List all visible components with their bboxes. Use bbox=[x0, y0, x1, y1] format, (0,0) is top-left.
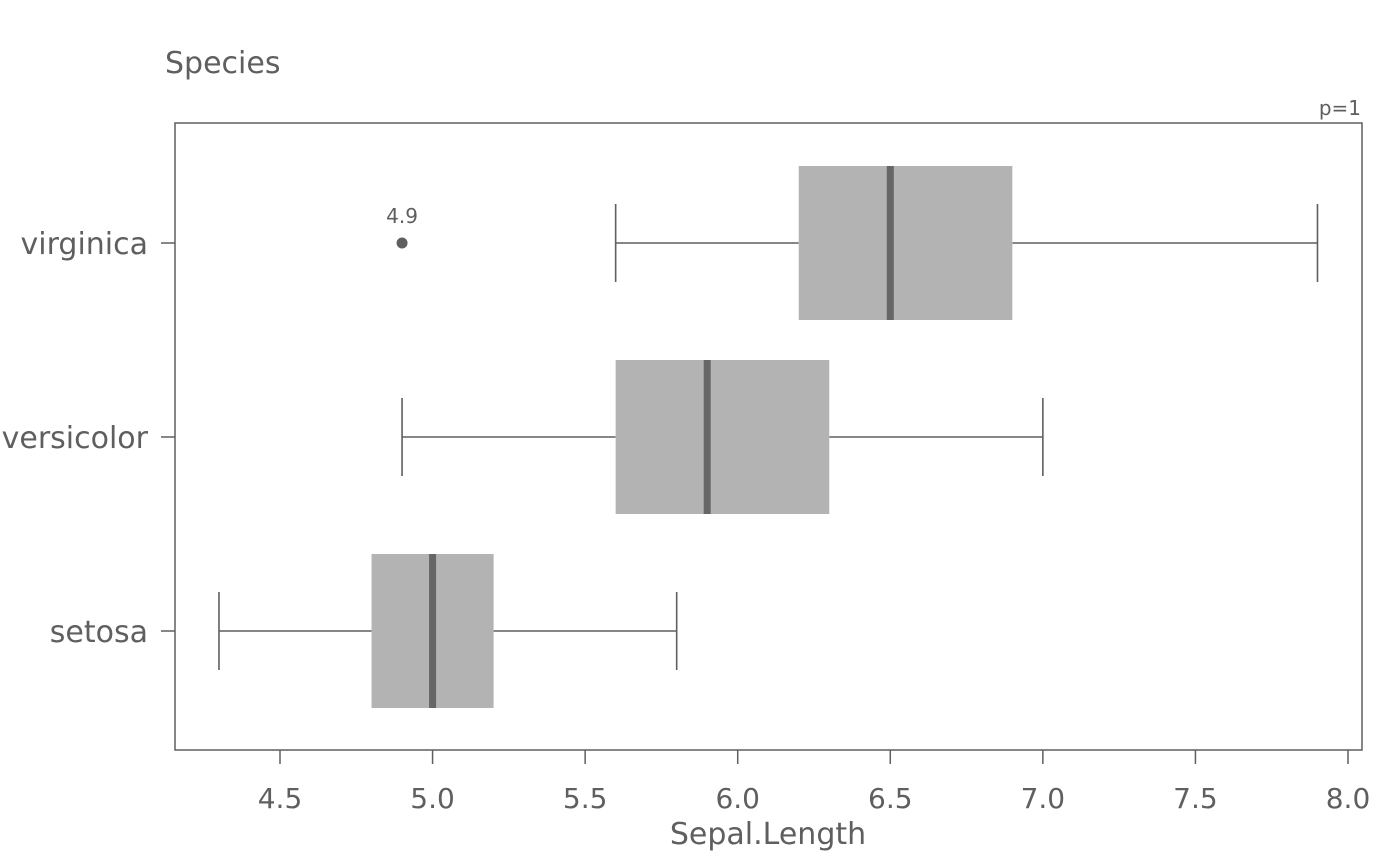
iqr-box bbox=[798, 166, 1013, 320]
x-tick-label: 7.0 bbox=[1021, 782, 1066, 815]
x-axis: 4.5 5.0 5.5 6.0 6.5 7.0 7.5 8.0 bbox=[258, 750, 1371, 815]
box-setosa bbox=[218, 554, 678, 708]
x-tick-label: 6.5 bbox=[868, 782, 913, 815]
x-tick-label: 5.0 bbox=[410, 782, 455, 815]
x-tick-label: 4.5 bbox=[258, 782, 303, 815]
chart-title: Species bbox=[165, 46, 280, 81]
box-virginica: 4.9 bbox=[386, 166, 1319, 320]
x-tick-label: 6.0 bbox=[715, 782, 760, 815]
boxes: 4.9 bbox=[218, 166, 1319, 708]
y-tick-label: setosa bbox=[50, 615, 148, 650]
y-tick-label: virginica bbox=[21, 227, 149, 262]
p-value-annotation: p=1 bbox=[1319, 96, 1361, 120]
x-tick-label: 5.5 bbox=[563, 782, 608, 815]
y-tick-label: versicolor bbox=[2, 421, 149, 456]
outlier-point bbox=[396, 237, 408, 249]
outlier-label: 4.9 bbox=[386, 204, 418, 228]
x-axis-label: Sepal.Length bbox=[670, 817, 866, 852]
x-tick-label: 7.5 bbox=[1173, 782, 1218, 815]
x-tick-label: 8.0 bbox=[1326, 782, 1371, 815]
y-axis: setosa versicolor virginica bbox=[2, 227, 175, 650]
box-versicolor bbox=[401, 360, 1044, 514]
iqr-box bbox=[615, 360, 830, 514]
